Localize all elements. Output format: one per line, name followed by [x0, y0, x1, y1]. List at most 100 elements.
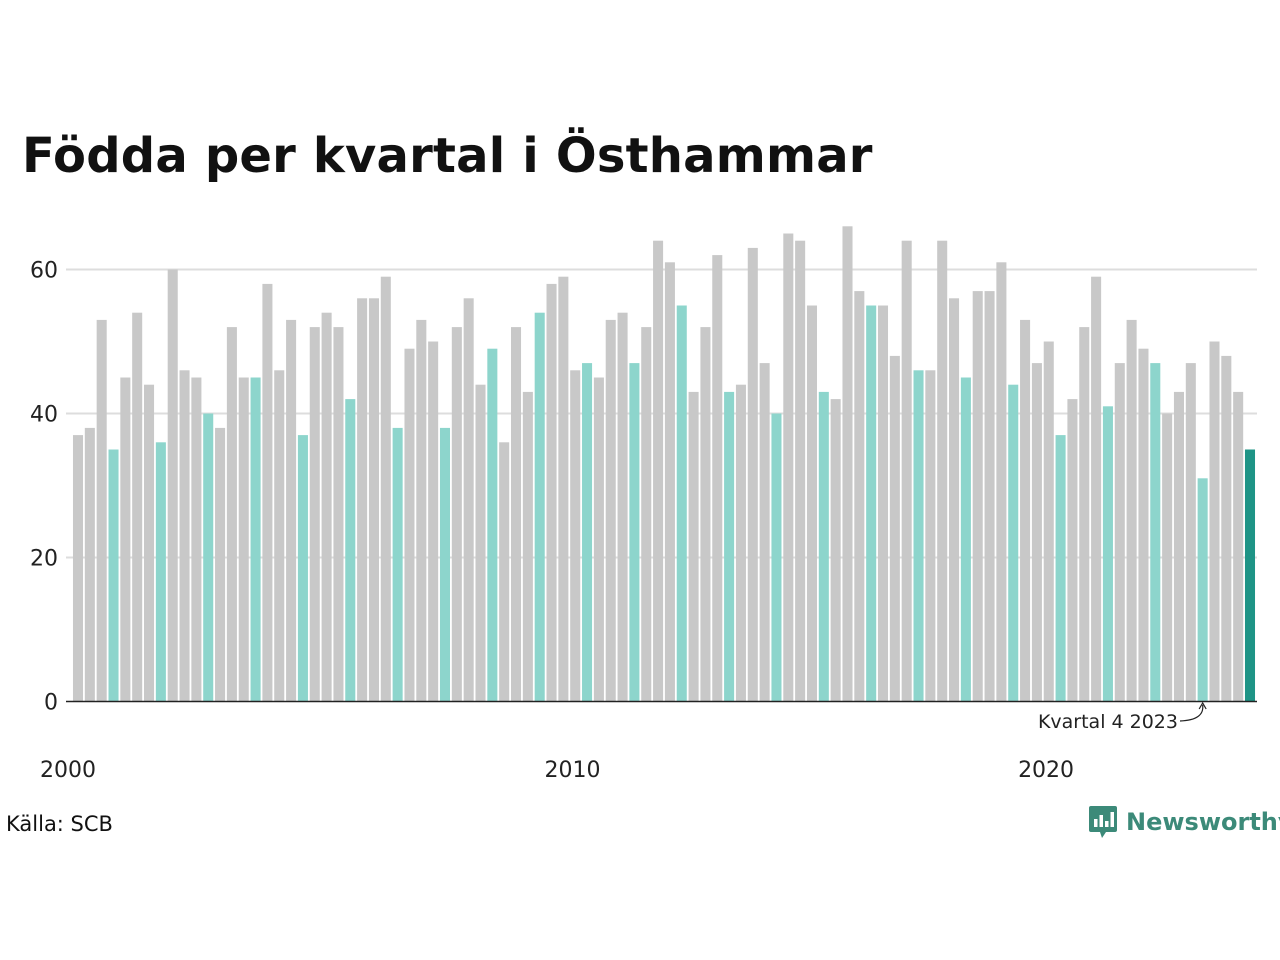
bar [605, 319, 616, 702]
bar [522, 391, 533, 702]
bar [428, 341, 439, 702]
bar [1138, 348, 1149, 702]
bar [960, 377, 971, 702]
bar [735, 384, 746, 702]
bar [546, 283, 557, 702]
bar [309, 327, 320, 702]
bar [167, 269, 178, 702]
bar [582, 363, 593, 702]
bar [511, 327, 522, 702]
bar [818, 391, 829, 702]
y-tick-label-60: 60 [30, 259, 58, 284]
y-tick-label-20: 20 [30, 547, 58, 572]
bar [439, 427, 451, 702]
annotation-arrow [1179, 704, 1204, 722]
bar [747, 247, 758, 702]
bar [984, 291, 995, 702]
bar [1091, 276, 1102, 702]
bar [321, 312, 332, 702]
bar [345, 399, 356, 702]
bar [96, 319, 107, 702]
bar [795, 240, 806, 702]
bar [215, 427, 226, 702]
bar [664, 262, 675, 702]
bar [274, 370, 285, 702]
bar [463, 298, 474, 702]
y-axis-ticks: 0 20 40 60 [30, 259, 58, 716]
logo-text: Newsworthy [1126, 808, 1280, 836]
x-axis-ticks: 2000 2010 2020 [40, 758, 1074, 783]
bar [72, 435, 84, 702]
bar [250, 377, 261, 702]
bar [179, 370, 190, 702]
bar [1055, 435, 1066, 702]
chart-title: Födda per kvartal i Östhammar [22, 128, 873, 184]
bar [783, 233, 794, 702]
bar [1102, 406, 1113, 702]
bar [653, 240, 664, 702]
bar [357, 298, 368, 702]
bar [120, 377, 131, 702]
bar [144, 384, 155, 702]
bar [949, 298, 960, 702]
bar [854, 291, 865, 702]
bar [593, 377, 604, 702]
bar [676, 305, 687, 702]
bar [972, 291, 983, 702]
bar [1126, 319, 1137, 702]
x-tick-label-2020: 2020 [1018, 758, 1074, 783]
bar [889, 355, 900, 702]
bar [226, 327, 237, 702]
bar [1067, 399, 1078, 702]
bar [155, 442, 166, 702]
x-tick-label-2000: 2000 [40, 758, 96, 783]
bar [925, 370, 936, 702]
bar [132, 312, 143, 702]
bar [191, 377, 202, 702]
bar [866, 305, 877, 702]
bar [877, 305, 889, 702]
newsworthy-logo[interactable]: Newsworthy [1088, 803, 1280, 841]
bar [203, 413, 214, 702]
annotation-arrowhead [1198, 701, 1207, 710]
bar [404, 348, 415, 702]
bar [297, 435, 308, 702]
bar [475, 384, 486, 702]
bar [771, 413, 782, 702]
bar [937, 240, 948, 702]
bar [534, 312, 545, 702]
bar [629, 363, 640, 702]
bar [712, 255, 723, 702]
source-label: Källa: SCB [6, 812, 113, 836]
bar [1209, 341, 1220, 702]
bar [286, 319, 297, 702]
x-tick-label-2010: 2010 [545, 758, 601, 783]
bar [1244, 449, 1256, 702]
bar [688, 391, 699, 702]
bar [416, 319, 427, 702]
bar [451, 327, 462, 702]
bar [1173, 391, 1184, 702]
bar [724, 391, 735, 702]
bar [1197, 478, 1208, 702]
bar [84, 427, 95, 702]
annotation: Kvartal 4 2023 [1038, 701, 1207, 733]
bar [700, 327, 711, 702]
bar [1233, 391, 1244, 702]
bar [1008, 384, 1019, 702]
bar [830, 399, 841, 702]
bar [108, 449, 119, 702]
bar [842, 226, 853, 702]
newsworthy-chart-bubble-icon [1089, 806, 1117, 838]
bar [1221, 355, 1232, 702]
bar [1185, 363, 1196, 702]
bar [499, 442, 510, 702]
bar [380, 276, 391, 702]
bar [913, 370, 924, 702]
bar [570, 370, 581, 702]
y-tick-label-40: 40 [30, 403, 58, 428]
bar [392, 427, 403, 702]
bar [617, 312, 628, 702]
bar [901, 240, 912, 702]
